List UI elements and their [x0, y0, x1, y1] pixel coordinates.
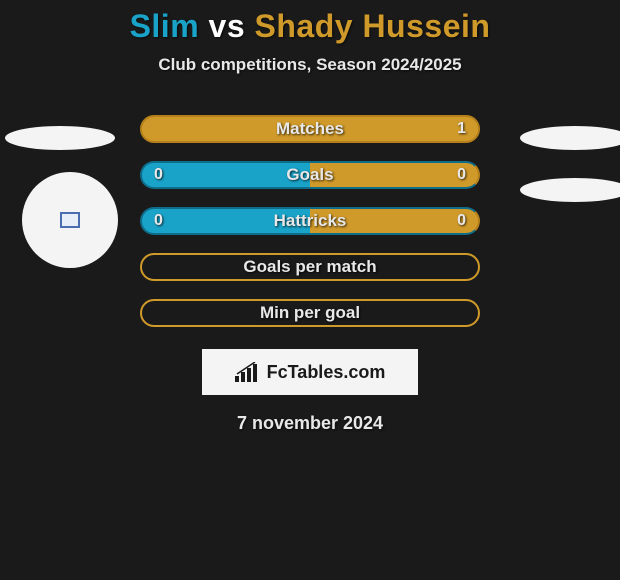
- stat-p2-value: [454, 301, 478, 325]
- stat-label: Goals per match: [243, 257, 376, 277]
- stat-p2-value: 0: [445, 163, 478, 187]
- club-badge-placeholder: [22, 172, 118, 268]
- stat-p2-value: 1: [445, 117, 478, 141]
- avatar-placeholder-mid-right: [520, 178, 620, 202]
- stat-p2-value: 0: [445, 209, 478, 233]
- stat-p1-value: 0: [142, 209, 175, 233]
- page-title: Slim vs Shady Hussein: [0, 8, 620, 45]
- stat-pill: Goals per match: [140, 253, 480, 281]
- stat-p1-value: 0: [142, 163, 175, 187]
- player2-name: Shady Hussein: [255, 8, 491, 44]
- subtitle: Club competitions, Season 2024/2025: [0, 55, 620, 75]
- vs-label: vs: [209, 8, 246, 44]
- stat-p1-value: [142, 255, 166, 279]
- stat-p1-value: [142, 117, 166, 141]
- stat-label: Min per goal: [260, 303, 360, 323]
- stat-pill: Min per goal: [140, 299, 480, 327]
- footer-date: 7 november 2024: [0, 413, 620, 434]
- stat-p2-value: [454, 255, 478, 279]
- stat-row-hattricks: 0 Hattricks 0: [140, 207, 480, 235]
- stat-row-goals-per-match: Goals per match: [140, 253, 480, 281]
- brand-label: FcTables.com: [267, 362, 386, 383]
- stat-row-matches: Matches 1: [140, 115, 480, 143]
- stat-pill: Matches 1: [140, 115, 480, 143]
- stat-pill: 0 Goals 0: [140, 161, 480, 189]
- player1-name: Slim: [130, 8, 200, 44]
- stat-row-min-per-goal: Min per goal: [140, 299, 480, 327]
- stat-label: Goals: [286, 165, 333, 185]
- avatar-placeholder-top-right: [520, 126, 620, 150]
- avatar-placeholder-top-left: [5, 126, 115, 150]
- header: Slim vs Shady Hussein Club competitions,…: [0, 0, 620, 75]
- brand-badge[interactable]: FcTables.com: [202, 349, 418, 395]
- stat-row-goals: 0 Goals 0: [140, 161, 480, 189]
- stat-label: Matches: [276, 119, 344, 139]
- chart-icon: [235, 362, 259, 382]
- badge-icon: [60, 212, 80, 228]
- stat-p1-value: [142, 301, 166, 325]
- stat-pill: 0 Hattricks 0: [140, 207, 480, 235]
- stat-label: Hattricks: [274, 211, 347, 231]
